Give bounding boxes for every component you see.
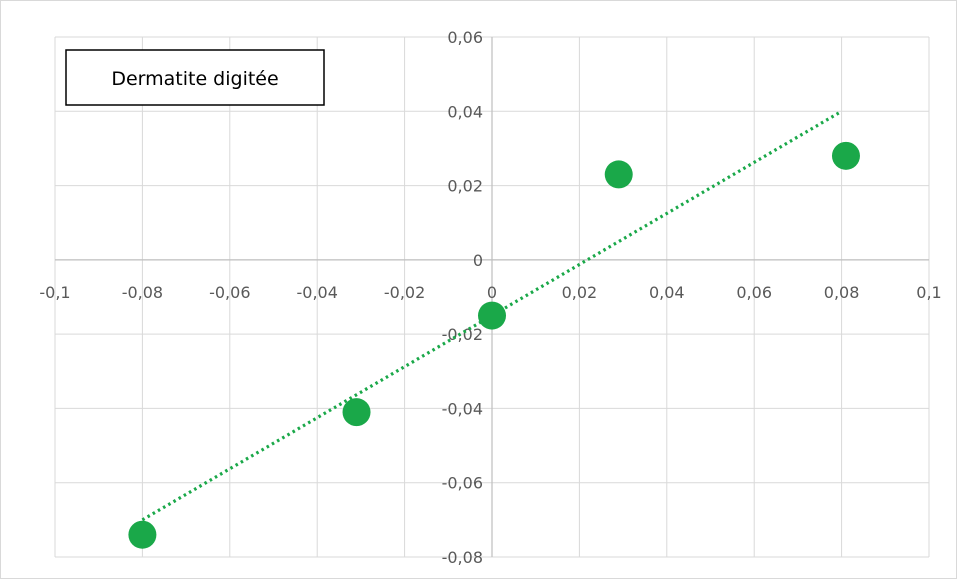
data-point-1: [342, 398, 371, 427]
x-tick-label: -0,1: [39, 283, 70, 302]
x-tick-label: 0,08: [824, 283, 860, 302]
x-tick-label: 0,02: [562, 283, 598, 302]
chart-title: Dermatite digitée: [111, 68, 278, 90]
data-point-4: [831, 141, 860, 170]
y-tick-label: -0,08: [442, 548, 483, 567]
x-tick-label: 0,04: [649, 283, 685, 302]
y-tick-label: 0,06: [447, 28, 483, 47]
y-tick-label: -0,04: [442, 399, 483, 418]
title-box-border: [65, 49, 325, 106]
x-tick-label: 0,06: [736, 283, 772, 302]
data-points: [128, 141, 860, 549]
x-tick-label: -0,08: [122, 283, 163, 302]
chart-title-box: Dermatite digitée: [65, 49, 325, 106]
y-tick-label: 0,04: [447, 102, 483, 121]
x-tick-label: 0: [487, 283, 497, 302]
y-tick-label: 0: [473, 251, 483, 270]
tick-labels: -0,1 -0,08 -0,06 -0,04 -0,02 0 0,02 0,04 0,06 0,0…: [39, 28, 941, 567]
x-tick-label: -0,02: [384, 283, 425, 302]
data-point-0: [128, 520, 157, 549]
y-tick-label: -0,02: [442, 325, 483, 344]
y-tick-label: 0,02: [447, 177, 483, 196]
data-point-2: [478, 301, 506, 330]
x-tick-label: -0,04: [296, 283, 337, 302]
axes: [55, 37, 929, 557]
data-point-3: [604, 160, 633, 189]
x-tick-label: -0,06: [209, 283, 250, 302]
x-tick-label: 0,1: [916, 283, 941, 302]
y-tick-label: -0,06: [442, 474, 483, 493]
